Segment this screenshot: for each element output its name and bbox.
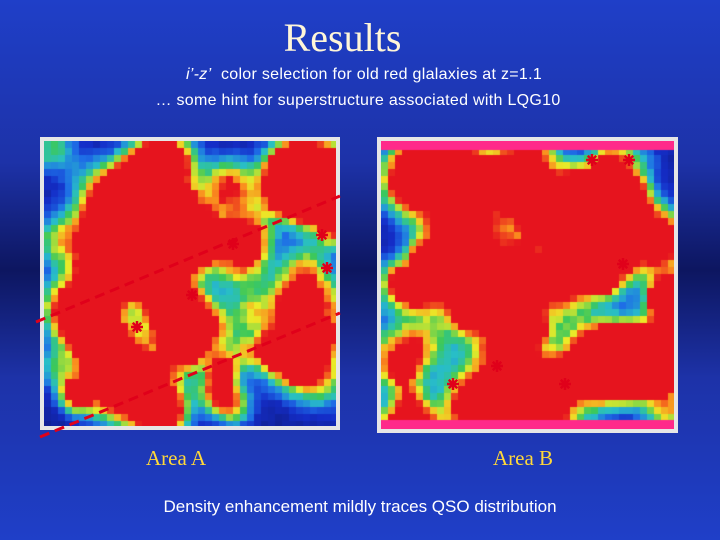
qso-marker-6 <box>586 154 598 166</box>
subtitle-color-term: i’-z’ <box>185 66 212 83</box>
qso-marker-7 <box>623 154 635 166</box>
qso-marker-8 <box>617 258 629 270</box>
qso-marker-2 <box>316 229 328 241</box>
subtitle-line-1: i’-z’ color selection for old red glalax… <box>4 66 720 84</box>
density-map-a-image <box>44 141 336 426</box>
slide-caption: Density enhancement mildly traces QSO di… <box>163 497 557 516</box>
qso-marker-11 <box>559 378 571 390</box>
qso-marker-1 <box>227 238 239 250</box>
density-map-b-image <box>381 141 674 429</box>
subtitle-description: color selection for old red glalaxies at… <box>220 66 543 83</box>
density-map-area-a <box>40 137 340 430</box>
qso-marker-4 <box>186 289 198 301</box>
slide-title: Results <box>283 15 402 60</box>
qso-marker-10 <box>447 378 459 390</box>
area-b-label: Area B <box>493 446 554 470</box>
dashed-line-upper <box>35 194 341 324</box>
qso-marker-3 <box>321 262 333 274</box>
qso-marker-9 <box>491 360 503 372</box>
dashed-line-lower <box>39 311 341 439</box>
density-map-area-b <box>377 137 678 433</box>
area-a-label: Area A <box>146 446 207 470</box>
subtitle-line-2: … some hint for superstructure associate… <box>155 92 561 109</box>
qso-marker-5 <box>131 321 143 333</box>
